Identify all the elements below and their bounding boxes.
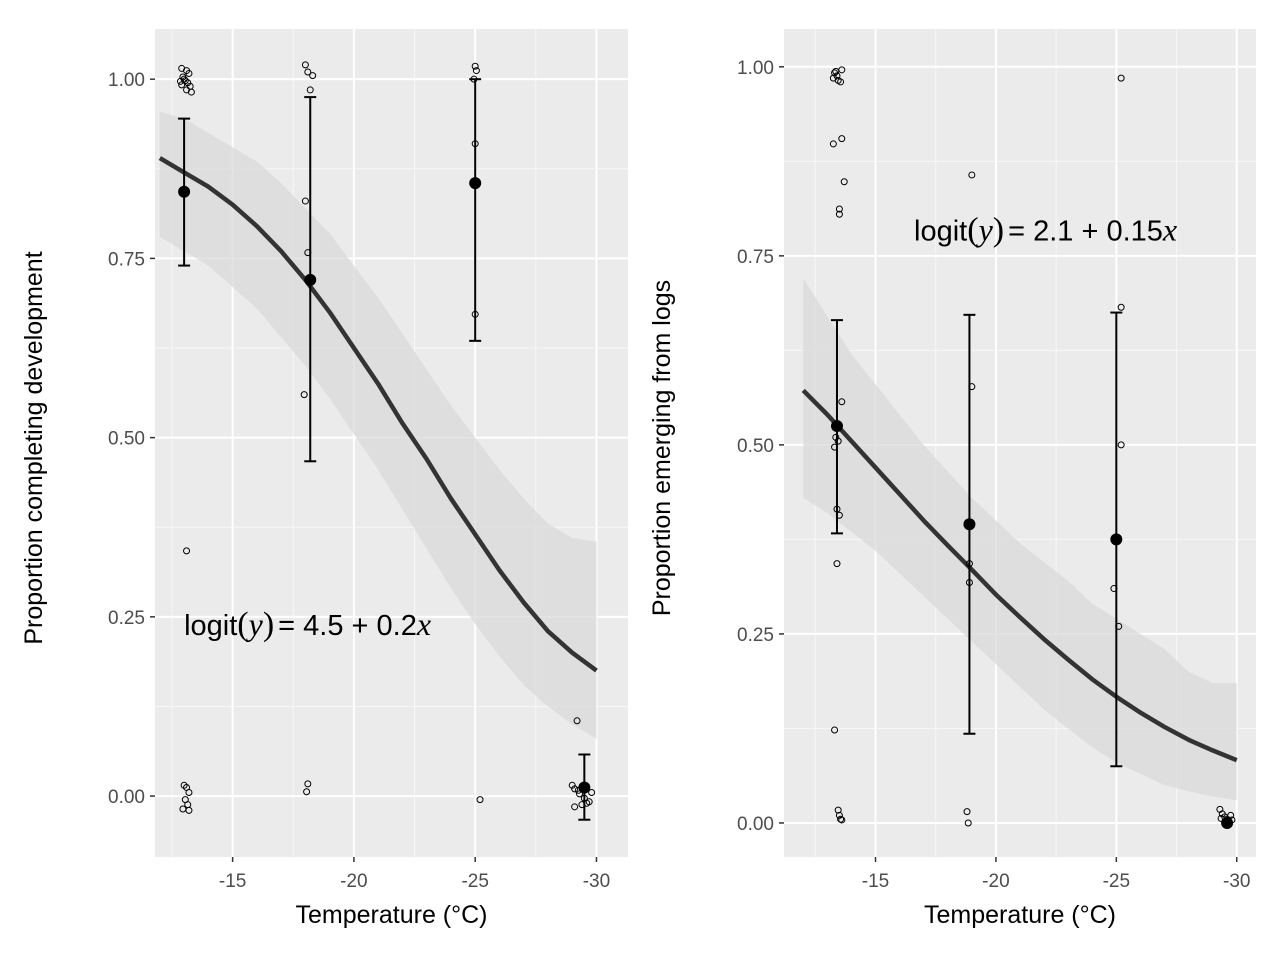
data-point (176, 77, 184, 85)
confidence-band (803, 278, 1237, 801)
fit-curve (158, 156, 598, 673)
data-point (309, 72, 317, 80)
chart-right: logit(y) = 2.1 + 0.15x 0.00 0.25 0.50 0.75 1.0… (648, 29, 1256, 929)
data-point (968, 171, 976, 179)
y-tick-label: 0.25 (737, 625, 774, 646)
data-point (833, 560, 841, 568)
data-point (573, 717, 581, 725)
data-point (180, 75, 188, 83)
data-point (301, 197, 309, 205)
y-tick-label: 0.25 (108, 608, 145, 629)
fit-curve (801, 388, 1238, 763)
data-point (835, 210, 843, 218)
data-point (471, 62, 479, 70)
x-tick-label: -30 (583, 871, 610, 892)
x-tick-label: -25 (1103, 871, 1130, 892)
equation-label: logit(y) = 4.5 + 0.2x (184, 606, 431, 643)
y-axis-title: Proportion completing development (20, 251, 48, 644)
data-point (835, 205, 843, 213)
data-point (837, 815, 845, 823)
data-point (832, 433, 840, 441)
mean-point (963, 518, 976, 531)
mean-point (469, 177, 482, 190)
mean-point (1221, 816, 1234, 829)
x-tick-label: -15 (862, 871, 889, 892)
data-point (304, 780, 312, 788)
data-point (571, 785, 579, 793)
x-tick-label: -30 (1223, 871, 1250, 892)
y-tick-label: 0.00 (108, 787, 145, 808)
data-point (833, 72, 841, 80)
y-tick-label: 0.00 (737, 814, 774, 835)
data-point (829, 140, 837, 148)
data-point (838, 816, 846, 824)
data-point (183, 547, 191, 555)
data-point (184, 79, 192, 87)
data-point (303, 788, 311, 796)
data-point (178, 81, 186, 89)
data-point (571, 803, 579, 811)
y-tick-label: 0.50 (108, 429, 145, 450)
data-point (185, 788, 193, 796)
data-point (838, 135, 846, 143)
equation-label: logit(y) = 2.1 + 0.15x (914, 212, 1177, 249)
data-point (963, 808, 971, 816)
data-point (964, 819, 972, 827)
data-point (837, 78, 845, 86)
mean-point (1110, 533, 1123, 546)
data-point (840, 178, 848, 186)
data-point (476, 796, 484, 804)
x-axis-title: Temperature (°C) (924, 901, 1116, 929)
data-point (834, 437, 842, 445)
data-point (831, 726, 839, 734)
confidence-band (159, 111, 597, 739)
data-point (187, 88, 195, 96)
chart-left: logit(y) = 4.5 + 0.2x 0.00 0.25 0.50 0.75 1.00… (20, 29, 628, 929)
data-point (472, 67, 480, 75)
x-tick-label: -15 (219, 871, 246, 892)
mean-point (830, 419, 843, 432)
data-point (838, 398, 846, 406)
mean-point (178, 185, 191, 198)
x-tick-label: -25 (461, 871, 488, 892)
data-point (1117, 441, 1125, 449)
y-tick-label: 1.00 (737, 58, 774, 79)
data-point (832, 67, 840, 75)
data-point (1117, 74, 1125, 82)
x-tick-label: -20 (982, 871, 1009, 892)
data-point (301, 61, 309, 69)
data-point (568, 781, 576, 789)
mean-point (578, 781, 591, 794)
y-tick-label: 0.50 (737, 436, 774, 457)
data-point (588, 788, 596, 796)
mean-point (304, 273, 317, 286)
data-point (306, 86, 314, 94)
y-tick-label: 1.00 (108, 70, 145, 91)
data-point (834, 806, 842, 814)
data-point (185, 806, 193, 814)
data-point (1117, 303, 1125, 311)
data-point (300, 391, 308, 399)
y-axis-title: Proportion emerging from logs (648, 280, 676, 616)
y-tick-label: 0.75 (108, 249, 145, 270)
x-tick-label: -20 (340, 871, 367, 892)
data-point (185, 69, 193, 77)
y-tick-label: 0.75 (737, 247, 774, 268)
x-axis-title: Temperature (°C) (296, 901, 488, 929)
data-point (304, 68, 312, 76)
